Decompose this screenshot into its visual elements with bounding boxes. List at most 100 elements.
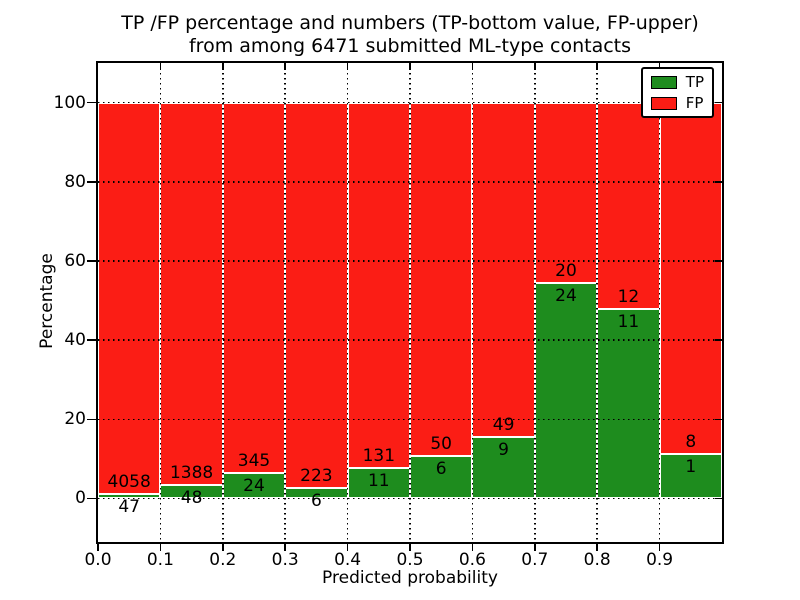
bar-segment-tp [597, 309, 660, 499]
x-tick-label: 0.4 [334, 550, 362, 570]
x-tick-mark-top [471, 63, 474, 70]
bar-label-tp: 11 [617, 312, 640, 333]
chart-title: TP /FP percentage and numbers (TP-bottom… [96, 12, 724, 58]
bar-label-fp: 131 [362, 445, 396, 466]
x-tick-label: 0.1 [146, 550, 174, 570]
gridline-vertical [346, 63, 349, 542]
bar-segment-fp [410, 102, 473, 457]
x-tick-mark-top [409, 63, 411, 70]
plot-area: TP FP 4058 47 1388 48 345 24 223 6 131 11 50 6 49 9 20 2… [54, 61, 724, 570]
bar-label-tp: 6 [310, 491, 322, 512]
x-tick-mark [658, 542, 661, 551]
bar-label-fp: 345 [237, 450, 271, 471]
bar-label-tp: 47 [118, 496, 141, 517]
bar-segment-tp [659, 454, 722, 499]
x-tick-mark [534, 542, 536, 551]
chart-title-line-1: TP /FP percentage and numbers (TP-bottom… [121, 12, 699, 34]
y-tick-label: 40 [64, 330, 86, 351]
gridline-vertical [534, 63, 536, 542]
gridline-vertical [159, 63, 162, 542]
x-tick-label: 0.3 [271, 550, 299, 570]
gridline-vertical [222, 63, 224, 542]
legend-entry-fp: FP [650, 94, 704, 112]
y-tick-mark [87, 418, 96, 421]
bar-label-fp: 12 [617, 287, 640, 308]
bar-segment-tp [534, 282, 598, 499]
y-tick-mark [87, 339, 96, 341]
x-tick-mark-top [658, 63, 661, 70]
x-tick-mark [409, 542, 411, 551]
bar-label-tp: 11 [367, 470, 390, 491]
bar-label-fp: 223 [300, 466, 333, 487]
y-tick-mark [87, 101, 96, 104]
gridline-vertical [596, 63, 598, 542]
bar-segment-fp [534, 102, 598, 283]
x-tick-mark [159, 542, 162, 551]
bar-segment-tp [347, 467, 410, 499]
y-tick-mark [87, 260, 96, 262]
y-tick-label: 60 [64, 250, 86, 271]
x-tick-mark [346, 542, 349, 551]
legend-label-fp: FP [685, 94, 704, 112]
chart-title-line-2: from among 6471 submitted ML-type contac… [188, 35, 632, 57]
y-tick-label: 100 [53, 92, 86, 113]
x-tick-mark [596, 542, 598, 551]
bar-label-fp: 8 [685, 432, 697, 453]
bar-label-tp: 48 [180, 488, 203, 509]
x-tick-label: 0.0 [84, 550, 112, 570]
bar-segment-fp [160, 102, 223, 486]
bar-segment-tp [410, 456, 473, 499]
bar-segment-fp [222, 102, 286, 473]
bar-label-tp: 6 [435, 459, 447, 480]
bar-segment-fp [597, 102, 660, 310]
bar-label-fp: 4058 [107, 471, 151, 492]
x-axis-label: Predicted probability [322, 568, 498, 588]
bar-label-tp: 24 [243, 475, 265, 496]
gridline-vertical [409, 63, 411, 542]
bar-label-fp: 20 [555, 260, 577, 281]
x-tick-mark-top [222, 63, 224, 70]
legend-swatch-tp [650, 75, 677, 89]
x-tick-mark-top [534, 63, 536, 70]
bar-label-tp: 9 [498, 440, 510, 461]
bar-segment-fp [472, 102, 535, 438]
y-tick-mark-right [715, 497, 722, 500]
x-tick-mark [97, 542, 99, 551]
y-tick-label: 20 [64, 409, 86, 430]
bar-label-fp: 49 [492, 415, 515, 436]
bar-label-fp: 50 [430, 434, 453, 455]
bar-label-fp: 1388 [169, 463, 214, 484]
legend-entry-tp: TP [650, 73, 704, 91]
y-tick-mark [87, 497, 96, 500]
bar-segment-fp [659, 102, 722, 455]
bar-label-tp: 24 [555, 285, 577, 306]
bar-label-tp: 1 [685, 457, 697, 478]
x-tick-mark-top [346, 63, 349, 70]
x-tick-mark-top [596, 63, 598, 70]
y-tick-label: 80 [64, 171, 86, 192]
gridline-vertical [284, 63, 286, 542]
x-tick-label: 0.7 [521, 550, 549, 570]
gridline-vertical [658, 63, 661, 542]
legend-swatch-fp [650, 96, 677, 110]
y-tick-mark-right [715, 181, 722, 183]
x-tick-mark [471, 542, 474, 551]
y-tick-mark-right [715, 260, 722, 262]
legend-label-tp: TP [685, 73, 704, 91]
legend: TP FP [640, 67, 714, 118]
x-tick-mark-top [159, 63, 162, 70]
bar-segment-fp [98, 102, 161, 494]
x-tick-label: 0.5 [396, 550, 424, 570]
x-tick-label: 0.6 [458, 550, 486, 570]
y-tick-mark-right [715, 101, 722, 104]
bar-segment-fp [285, 102, 348, 489]
x-tick-mark [284, 542, 286, 551]
y-tick-mark [87, 181, 96, 183]
x-tick-label: 0.9 [646, 550, 674, 570]
y-tick-mark-right [715, 418, 722, 421]
x-tick-label: 0.2 [209, 550, 237, 570]
bar-segment-fp [347, 102, 410, 468]
x-tick-mark [222, 542, 224, 551]
y-tick-label: 0 [75, 488, 86, 509]
